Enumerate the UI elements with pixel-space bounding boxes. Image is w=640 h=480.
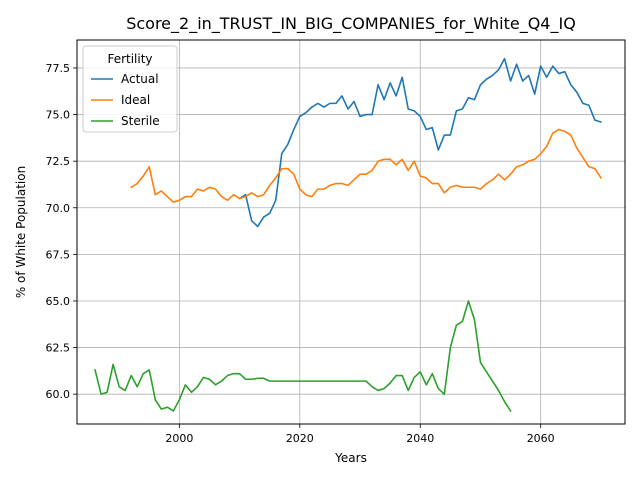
x-tick-label: 2040: [406, 432, 434, 445]
x-axis-label: Years: [334, 451, 367, 465]
y-axis-label: % of White Population: [14, 166, 28, 298]
y-tick-label: 72.5: [46, 155, 71, 168]
y-tick-label: 65.0: [46, 295, 71, 308]
chart-title: Score_2_in_TRUST_IN_BIG_COMPANIES_for_Wh…: [126, 14, 576, 34]
legend: Fertility Actual Ideal Sterile: [82, 45, 178, 133]
axis-ticks: 2000 2020 2040 2060 60.0 62.5 65.0 67.5 70.0 72.5…: [46, 62, 555, 445]
series-lines: [94, 57, 603, 413]
y-tick-label: 70.0: [46, 202, 71, 215]
series-line-actual: [238, 57, 602, 228]
x-tick-label: 2060: [527, 432, 555, 445]
series-line-ideal: [130, 128, 603, 203]
y-tick-label: 77.5: [46, 62, 71, 75]
y-tick-label: 67.5: [46, 248, 71, 261]
legend-title: Fertility: [107, 52, 152, 66]
grid: [77, 40, 625, 424]
legend-label-ideal: Ideal: [121, 93, 150, 107]
x-tick-label: 2020: [286, 432, 314, 445]
y-tick-label: 60.0: [46, 388, 71, 401]
y-tick-label: 62.5: [46, 342, 71, 355]
series-line-sterile: [94, 300, 512, 413]
plot-frame: [76, 39, 626, 425]
legend-box: [82, 45, 178, 133]
x-tick-label: 2000: [165, 432, 193, 445]
legend-items: Actual Ideal Sterile: [91, 72, 160, 128]
y-tick-label: 75.0: [46, 109, 71, 122]
legend-label-actual: Actual: [121, 72, 159, 86]
legend-label-sterile: Sterile: [121, 114, 160, 128]
